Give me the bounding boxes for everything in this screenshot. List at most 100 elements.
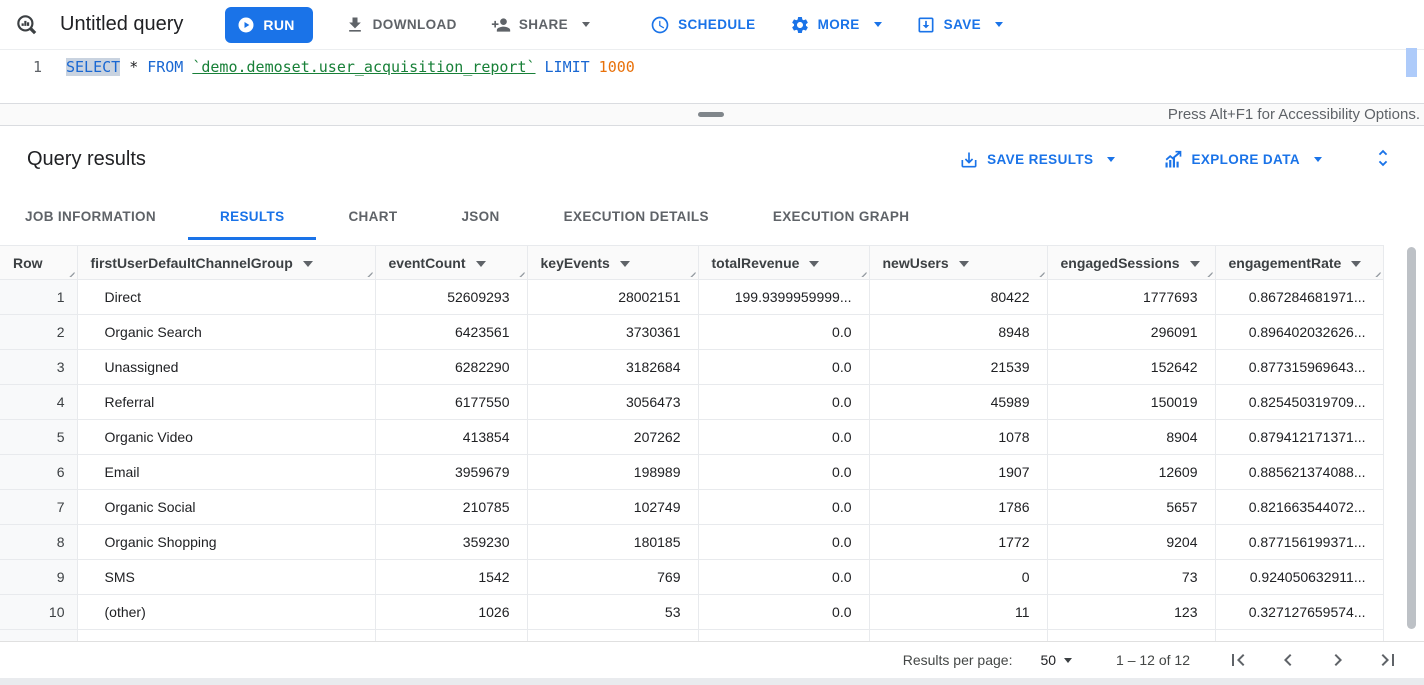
chevron-down-icon: [1107, 157, 1116, 162]
cell-engagementRate: 0.821663544072...: [1215, 489, 1384, 525]
cell-engagedSessions: 152642: [1047, 349, 1216, 385]
table-row: 11Paid Social3271340.03631.0: [0, 629, 1384, 641]
column-resize-handle[interactable]: [1035, 268, 1045, 277]
tab-results[interactable]: RESULTS: [188, 193, 316, 240]
cell-engagementRate: 0.896402032626...: [1215, 314, 1384, 350]
table-row: 10 (other) 1026 53 0.0 11 123 0.327127659574...: [0, 594, 1384, 630]
column-header-firstUserDefaultChannelGroup[interactable]: firstUserDefaultChannelGroup: [77, 245, 376, 280]
chevron-down-icon: [1064, 657, 1073, 663]
column-resize-handle[interactable]: [515, 268, 525, 277]
cell-keyEvents: 198989: [527, 454, 699, 490]
cell-eventCount: 327: [375, 629, 528, 641]
table-header-row: Row firstUserDefaultChannelGroup eventCo…: [0, 245, 1384, 280]
table-row: 4 Referral 6177550 3056473 0.0 45989 150019 0.8…: [0, 384, 1384, 420]
tab-execution-graph[interactable]: EXECUTION GRAPH: [741, 193, 942, 240]
editor-gutter: 1: [0, 50, 50, 103]
cell-newUsers: 8948: [869, 314, 1048, 350]
sort-dropdown-icon[interactable]: [475, 260, 486, 267]
sort-dropdown-icon[interactable]: [302, 260, 313, 267]
column-header-engagedSessions[interactable]: engagedSessions: [1047, 245, 1216, 280]
explore-data-button[interactable]: EXPLORE DATA: [1159, 142, 1326, 178]
cell-eventCount: 6423561: [375, 314, 528, 350]
cell-keyEvents: 3056473: [527, 384, 699, 420]
results-title: Query results: [27, 148, 146, 170]
row-number-cell: 9: [0, 559, 78, 595]
row-number-cell: 3: [0, 349, 78, 385]
next-page-button[interactable]: [1326, 648, 1350, 672]
last-page-icon: [1381, 654, 1394, 666]
expand-results-button[interactable]: [1370, 147, 1396, 173]
save-button[interactable]: SAVE: [912, 7, 1007, 43]
column-header-eventCount[interactable]: eventCount: [375, 245, 528, 280]
gear-icon: [791, 16, 808, 33]
column-header-row[interactable]: Row: [0, 245, 78, 280]
cell-keyEvents: 769: [527, 559, 699, 595]
cell-eventCount: 413854: [375, 419, 528, 455]
column-header-totalRevenue[interactable]: totalRevenue: [698, 245, 870, 280]
column-header-engagementRate[interactable]: engagementRate: [1215, 245, 1384, 280]
cell-totalRevenue: 0.0: [698, 594, 870, 630]
column-resize-handle[interactable]: [363, 268, 373, 277]
cell-engagementRate: 0.924050632911...: [1215, 559, 1384, 595]
cell-engagedSessions: 150019: [1047, 384, 1216, 420]
cell-newUsers: 1078: [869, 419, 1048, 455]
splitter-drag-handle[interactable]: [698, 112, 724, 117]
sort-dropdown-icon[interactable]: [619, 260, 630, 267]
results-actions: SAVE RESULTS EXPLORE DATA: [955, 142, 1396, 178]
cell-totalRevenue: 0.0: [698, 524, 870, 560]
schedule-button[interactable]: SCHEDULE: [646, 7, 759, 43]
column-resize-handle[interactable]: [1203, 268, 1213, 277]
save-results-button[interactable]: SAVE RESULTS: [955, 142, 1119, 178]
table-row: 5 Organic Video 413854 207262 0.0 1078 8904 0.8…: [0, 419, 1384, 455]
sql-table-reference[interactable]: `demo.demoset.user_acquisition_report`: [192, 58, 536, 76]
sql-code-line[interactable]: SELECT * FROM `demo.demoset.user_acquisitio…: [66, 58, 635, 76]
editor-scrollbar-thumb[interactable]: [1406, 48, 1417, 77]
cell-firstUserDefaultChannelGroup: Organic Video: [77, 419, 376, 455]
results-table: Row firstUserDefaultChannelGroup eventCo…: [0, 245, 1384, 641]
download-button[interactable]: DOWNLOAD: [341, 7, 461, 43]
sort-dropdown-icon[interactable]: [958, 260, 969, 267]
cell-engagedSessions: 296091: [1047, 314, 1216, 350]
first-page-button[interactable]: [1226, 648, 1250, 672]
sort-dropdown-icon[interactable]: [1189, 260, 1200, 267]
results-table-zone: Row firstUserDefaultChannelGroup eventCo…: [0, 240, 1424, 641]
tab-chart[interactable]: CHART: [316, 193, 429, 240]
column-resize-handle[interactable]: [686, 268, 696, 277]
person-add-icon: [491, 17, 510, 32]
share-button[interactable]: SHARE: [487, 7, 594, 43]
query-toolbar: Untitled query RUN DOWNLOAD SHARE: [0, 0, 1424, 50]
table-horizontal-scrollbar[interactable]: [0, 678, 1424, 685]
run-button[interactable]: RUN: [225, 6, 313, 43]
cell-eventCount: 52609293: [375, 279, 528, 315]
table-row: 8 Organic Shopping 359230 180185 0.0 1772 9204…: [0, 524, 1384, 560]
cell-engagementRate: 0.877156199371...: [1215, 524, 1384, 560]
chevron-down-icon: [582, 22, 591, 27]
column-header-newUsers[interactable]: newUsers: [869, 245, 1048, 280]
chevron-left-icon: [1284, 654, 1292, 666]
sort-dropdown-icon[interactable]: [809, 260, 820, 267]
table-row: 1 Direct 52609293 28002151 199.9399959999...…: [0, 279, 1384, 315]
page-size-select[interactable]: 50: [1040, 652, 1073, 668]
column-resize-handle[interactable]: [1371, 268, 1381, 277]
first-page-icon: [1232, 654, 1245, 666]
sql-editor[interactable]: 1 SELECT * FROM `demo.demoset.user_acquisit…: [0, 48, 1424, 103]
column-header-keyEvents[interactable]: keyEvents: [527, 245, 699, 280]
cell-newUsers: 45989: [869, 384, 1048, 420]
previous-page-button[interactable]: [1276, 648, 1300, 672]
cell-eventCount: 1542: [375, 559, 528, 595]
save-icon: [918, 17, 934, 32]
last-page-button[interactable]: [1376, 648, 1400, 672]
play-circle-icon: [238, 17, 254, 32]
cell-engagementRate: 0.877315969643...: [1215, 349, 1384, 385]
sort-dropdown-icon[interactable]: [1351, 260, 1362, 267]
column-resize-handle[interactable]: [857, 268, 867, 277]
cell-keyEvents: 207262: [527, 419, 699, 455]
column-resize-handle[interactable]: [65, 268, 75, 277]
tab-job-information[interactable]: JOB INFORMATION: [0, 193, 188, 240]
pagination-range: 1 – 12 of 12: [1116, 652, 1190, 668]
tab-execution-details[interactable]: EXECUTION DETAILS: [532, 193, 741, 240]
tab-json[interactable]: JSON: [429, 193, 531, 240]
pane-splitter: Press Alt+F1 for Accessibility Options.: [0, 103, 1424, 126]
more-button[interactable]: MORE: [786, 7, 886, 43]
table-vertical-scrollbar-thumb[interactable]: [1407, 247, 1416, 629]
